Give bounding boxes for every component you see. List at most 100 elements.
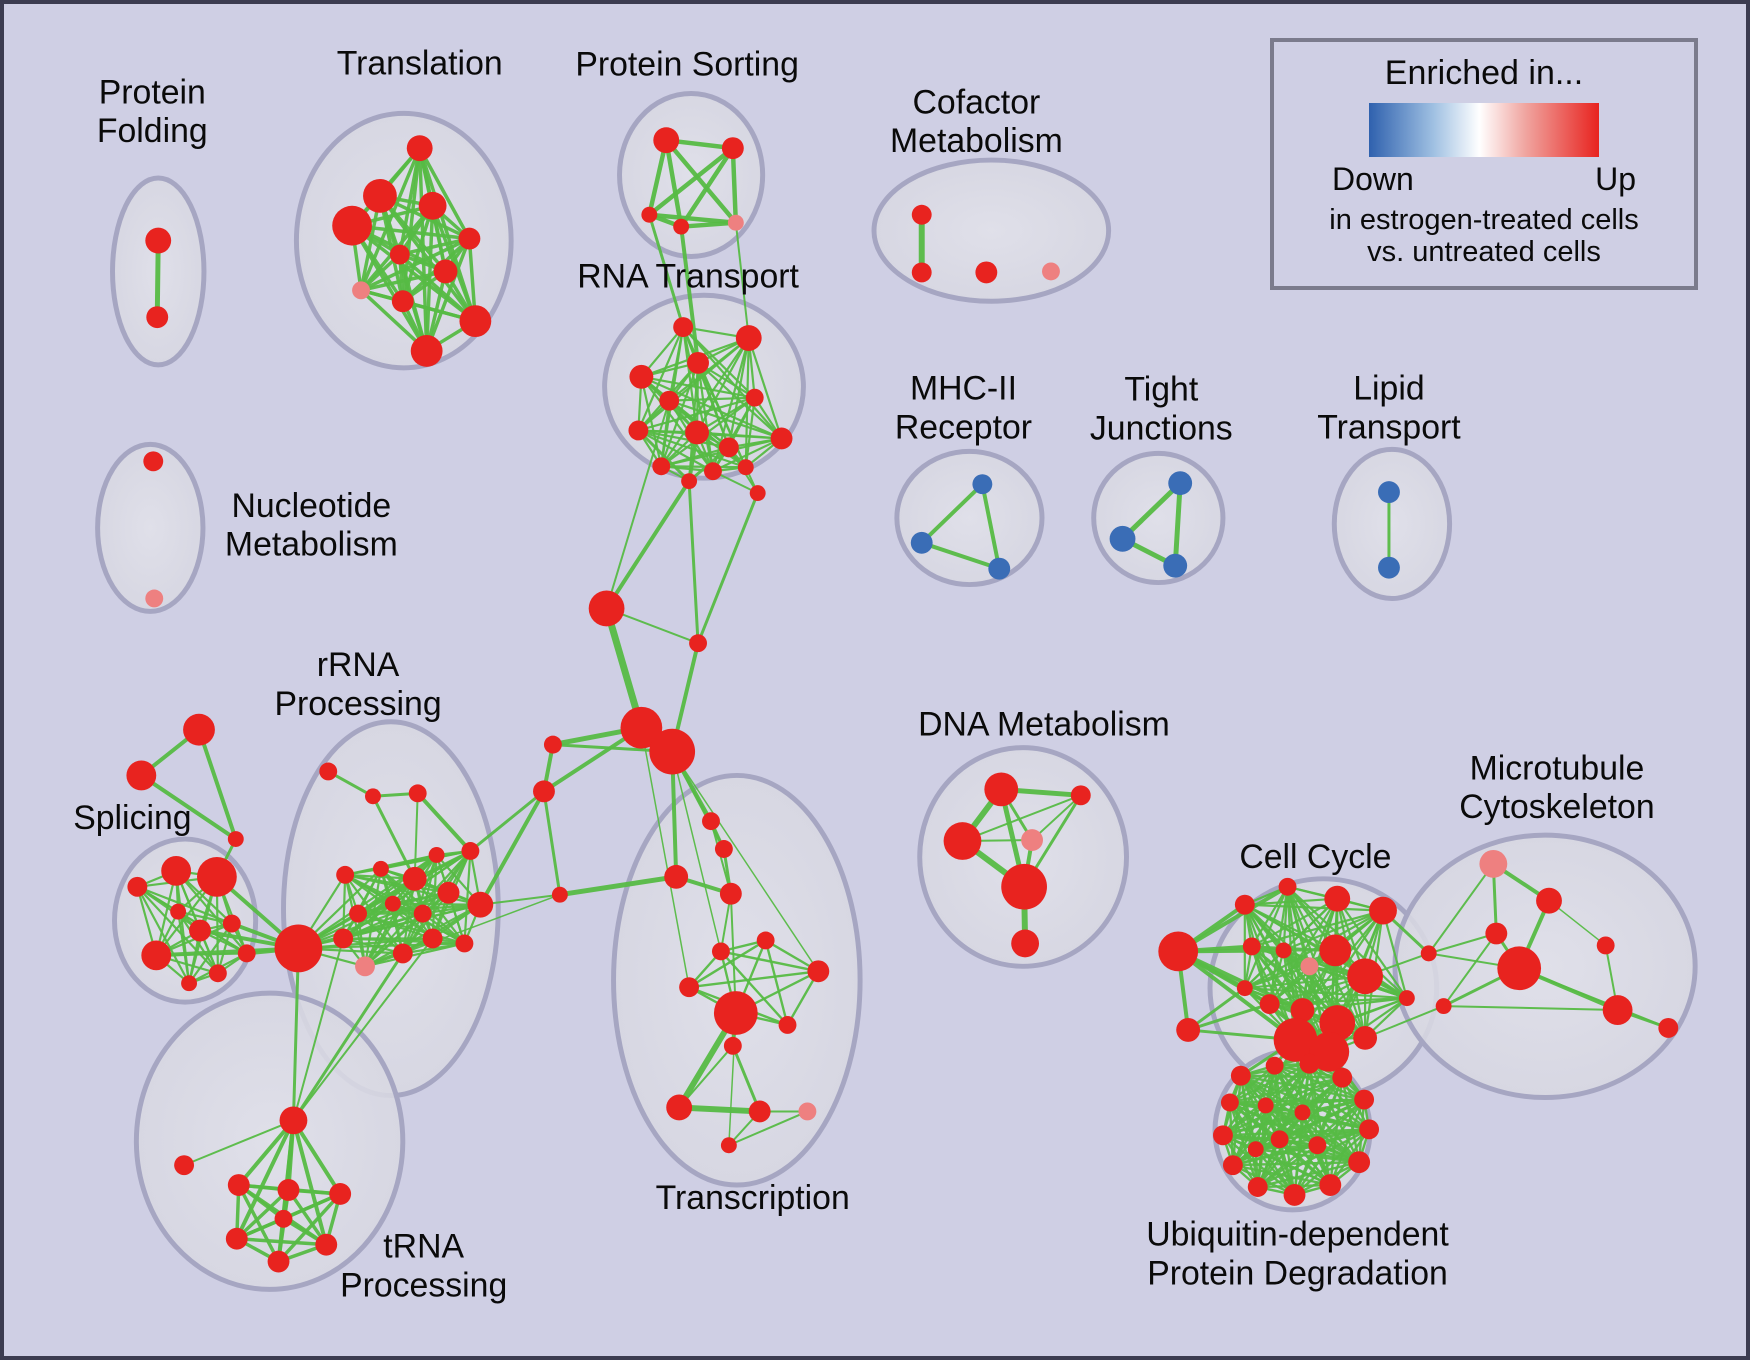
geneset-node-ub6[interactable] — [1348, 1151, 1371, 1174]
geneset-node-lt1[interactable] — [1378, 556, 1400, 579]
geneset-node-ub13[interactable] — [1257, 1097, 1274, 1114]
geneset-node-rt6[interactable] — [628, 420, 649, 441]
geneset-node-rt5[interactable] — [659, 390, 680, 411]
geneset-node-tn1[interactable] — [174, 1155, 195, 1176]
geneset-node-ub2[interactable] — [1299, 1053, 1320, 1074]
geneset-node-mh2[interactable] — [988, 557, 1011, 580]
geneset-node-dm3[interactable] — [1021, 829, 1044, 851]
geneset-node-mt4[interactable] — [1485, 922, 1508, 945]
geneset-node-rr3[interactable] — [336, 865, 355, 884]
geneset-node-tc11[interactable] — [723, 1036, 742, 1055]
geneset-node-ch3[interactable] — [689, 634, 707, 653]
geneset-node-rr9[interactable] — [467, 891, 494, 918]
geneset-node-mg0[interactable] — [620, 706, 663, 749]
geneset-node-rr1[interactable] — [365, 788, 381, 805]
geneset-node-rt9[interactable] — [770, 427, 793, 450]
geneset-node-ps1[interactable] — [721, 137, 744, 160]
geneset-node-cc18[interactable] — [1398, 990, 1415, 1007]
geneset-node-ub8[interactable] — [1283, 1184, 1306, 1206]
geneset-node-rr13[interactable] — [422, 928, 443, 949]
geneset-node-cf1[interactable] — [911, 262, 932, 283]
geneset-node-pf1[interactable] — [146, 306, 169, 329]
geneset-node-cc1[interactable] — [1176, 1018, 1201, 1042]
geneset-node-ps4[interactable] — [727, 214, 744, 231]
geneset-node-tr7[interactable] — [352, 281, 370, 300]
geneset-node-nm0[interactable] — [143, 451, 164, 472]
geneset-node-cc3[interactable] — [1278, 877, 1297, 896]
geneset-node-cf2[interactable] — [975, 261, 998, 284]
geneset-node-ub11[interactable] — [1213, 1125, 1233, 1146]
geneset-node-tn2[interactable] — [227, 1174, 250, 1196]
geneset-node-rr5[interactable] — [402, 866, 427, 891]
geneset-node-tc9[interactable] — [713, 991, 758, 1035]
geneset-node-ub17[interactable] — [1247, 1141, 1264, 1158]
geneset-node-tr5[interactable] — [389, 244, 410, 265]
geneset-node-tc12[interactable] — [666, 1094, 693, 1121]
geneset-node-cc9[interactable] — [1319, 934, 1352, 967]
geneset-node-sp9[interactable] — [181, 975, 198, 992]
geneset-node-tc5[interactable] — [711, 942, 730, 961]
geneset-node-sp1[interactable] — [161, 855, 192, 886]
geneset-node-dm0[interactable] — [984, 772, 1019, 807]
geneset-node-tr4[interactable] — [458, 227, 481, 250]
geneset-node-tc8[interactable] — [679, 977, 700, 998]
geneset-node-mh1[interactable] — [910, 531, 933, 554]
geneset-node-tn5[interactable] — [225, 1227, 248, 1250]
geneset-node-cc13[interactable] — [1290, 998, 1315, 1022]
geneset-node-tc7[interactable] — [807, 960, 830, 983]
geneset-node-mt6[interactable] — [1596, 936, 1615, 955]
geneset-node-ps2[interactable] — [641, 206, 658, 223]
geneset-node-mg1[interactable] — [649, 728, 696, 775]
geneset-node-tn3[interactable] — [277, 1179, 300, 1201]
geneset-node-tn4[interactable] — [329, 1183, 352, 1205]
geneset-node-rr8[interactable] — [437, 881, 460, 904]
geneset-node-cf3[interactable] — [1042, 262, 1060, 281]
geneset-node-cc5[interactable] — [1369, 896, 1397, 925]
geneset-node-ch1[interactable] — [749, 485, 766, 502]
geneset-node-mt5[interactable] — [1497, 946, 1542, 991]
geneset-node-rr16[interactable] — [333, 928, 354, 949]
geneset-node-ub15[interactable] — [1270, 1130, 1289, 1149]
geneset-node-cf0[interactable] — [911, 204, 932, 225]
geneset-node-rr15[interactable] — [392, 943, 413, 964]
geneset-node-tc13[interactable] — [748, 1100, 771, 1123]
geneset-node-ri2[interactable] — [551, 886, 568, 903]
geneset-node-tn7[interactable] — [315, 1233, 338, 1256]
geneset-node-cc8[interactable] — [1300, 957, 1319, 976]
geneset-node-tn8[interactable] — [274, 1209, 293, 1228]
geneset-node-tr8[interactable] — [391, 290, 414, 313]
geneset-node-rr14[interactable] — [455, 934, 474, 953]
geneset-node-tr10[interactable] — [410, 335, 443, 367]
geneset-node-tr0[interactable] — [406, 135, 433, 162]
geneset-node-tr9[interactable] — [459, 305, 492, 338]
geneset-node-pf0[interactable] — [145, 227, 172, 254]
geneset-node-cc10[interactable] — [1347, 958, 1383, 995]
geneset-node-sp2[interactable] — [127, 876, 148, 897]
geneset-node-rt7[interactable] — [685, 420, 709, 445]
geneset-node-mt1[interactable] — [1435, 998, 1452, 1015]
geneset-node-hub0[interactable] — [274, 924, 323, 973]
geneset-node-tn0[interactable] — [279, 1106, 308, 1135]
geneset-node-cc6[interactable] — [1242, 937, 1261, 956]
geneset-node-cc4[interactable] — [1324, 885, 1351, 912]
geneset-node-cc7[interactable] — [1275, 942, 1292, 959]
geneset-node-tc14[interactable] — [798, 1102, 817, 1121]
geneset-node-tr6[interactable] — [433, 259, 458, 284]
geneset-node-sp7[interactable] — [237, 944, 256, 963]
geneset-node-dm5[interactable] — [1011, 929, 1040, 958]
geneset-node-cc17[interactable] — [1353, 1025, 1378, 1050]
geneset-node-cc15[interactable] — [1273, 1018, 1318, 1062]
geneset-node-mt8[interactable] — [1658, 1018, 1679, 1038]
geneset-node-mh0[interactable] — [972, 474, 993, 495]
geneset-node-rr17[interactable] — [355, 956, 375, 977]
geneset-node-ub7[interactable] — [1319, 1174, 1342, 1196]
geneset-node-lt0[interactable] — [1378, 481, 1400, 504]
geneset-node-sp6[interactable] — [170, 903, 187, 920]
geneset-node-rt1[interactable] — [735, 325, 762, 351]
geneset-node-tc0[interactable] — [702, 812, 720, 831]
geneset-node-ub10[interactable] — [1222, 1155, 1243, 1176]
geneset-node-ri1[interactable] — [533, 780, 555, 803]
geneset-node-cc12[interactable] — [1259, 994, 1280, 1015]
geneset-node-rr0[interactable] — [319, 762, 338, 781]
geneset-node-dm2[interactable] — [943, 822, 982, 860]
